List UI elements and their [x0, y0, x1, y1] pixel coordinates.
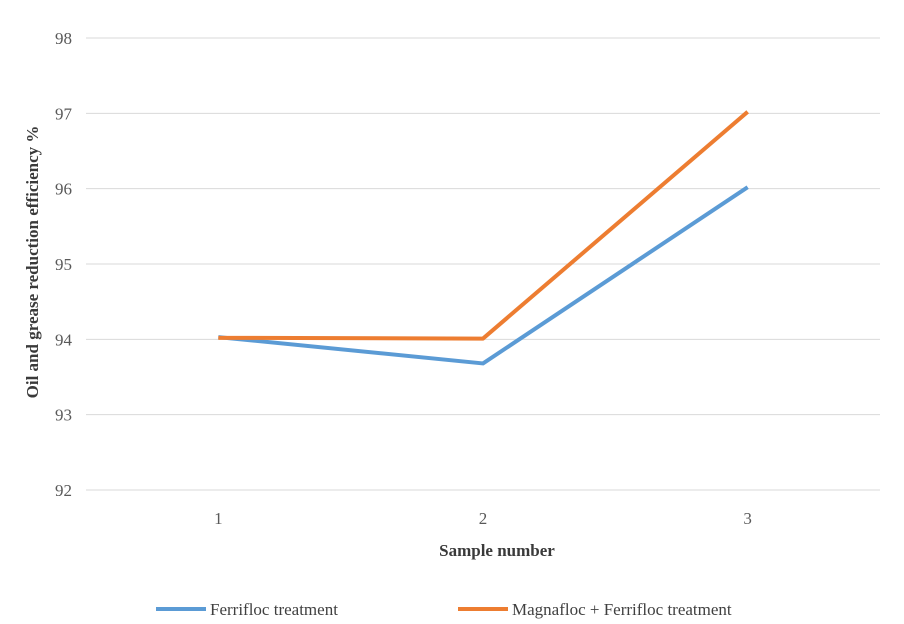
y-tick-label: 94: [55, 330, 73, 349]
gridlines: [86, 37, 880, 491]
x-tick-label: 3: [743, 509, 752, 528]
x-tick-label: 1: [214, 509, 223, 528]
x-axis-title: Sample number: [439, 541, 555, 560]
series-line-2: [218, 110, 749, 341]
y-tick-label: 95: [55, 255, 72, 274]
y-tick-label: 92: [55, 481, 72, 500]
y-tick-label: 93: [55, 406, 72, 425]
y-tick-label: 97: [55, 104, 73, 123]
series-lines: [218, 110, 749, 366]
y-tick-labels: 92 93 94 95 96 97 98: [55, 29, 73, 500]
legend-label-1: Ferrifloc treatment: [210, 600, 338, 619]
x-tick-label: 2: [479, 509, 488, 528]
legend-label-2: Magnafloc + Ferrifloc treatment: [512, 600, 732, 619]
x-tick-labels: 1 2 3: [214, 509, 752, 528]
legend: Ferrifloc treatment Magnafloc + Ferrifloc…: [156, 600, 732, 619]
y-tick-label: 98: [55, 29, 72, 48]
y-tick-label: 96: [55, 180, 72, 199]
y-axis-title: Oil and grease reduction efficiency %: [23, 126, 42, 399]
